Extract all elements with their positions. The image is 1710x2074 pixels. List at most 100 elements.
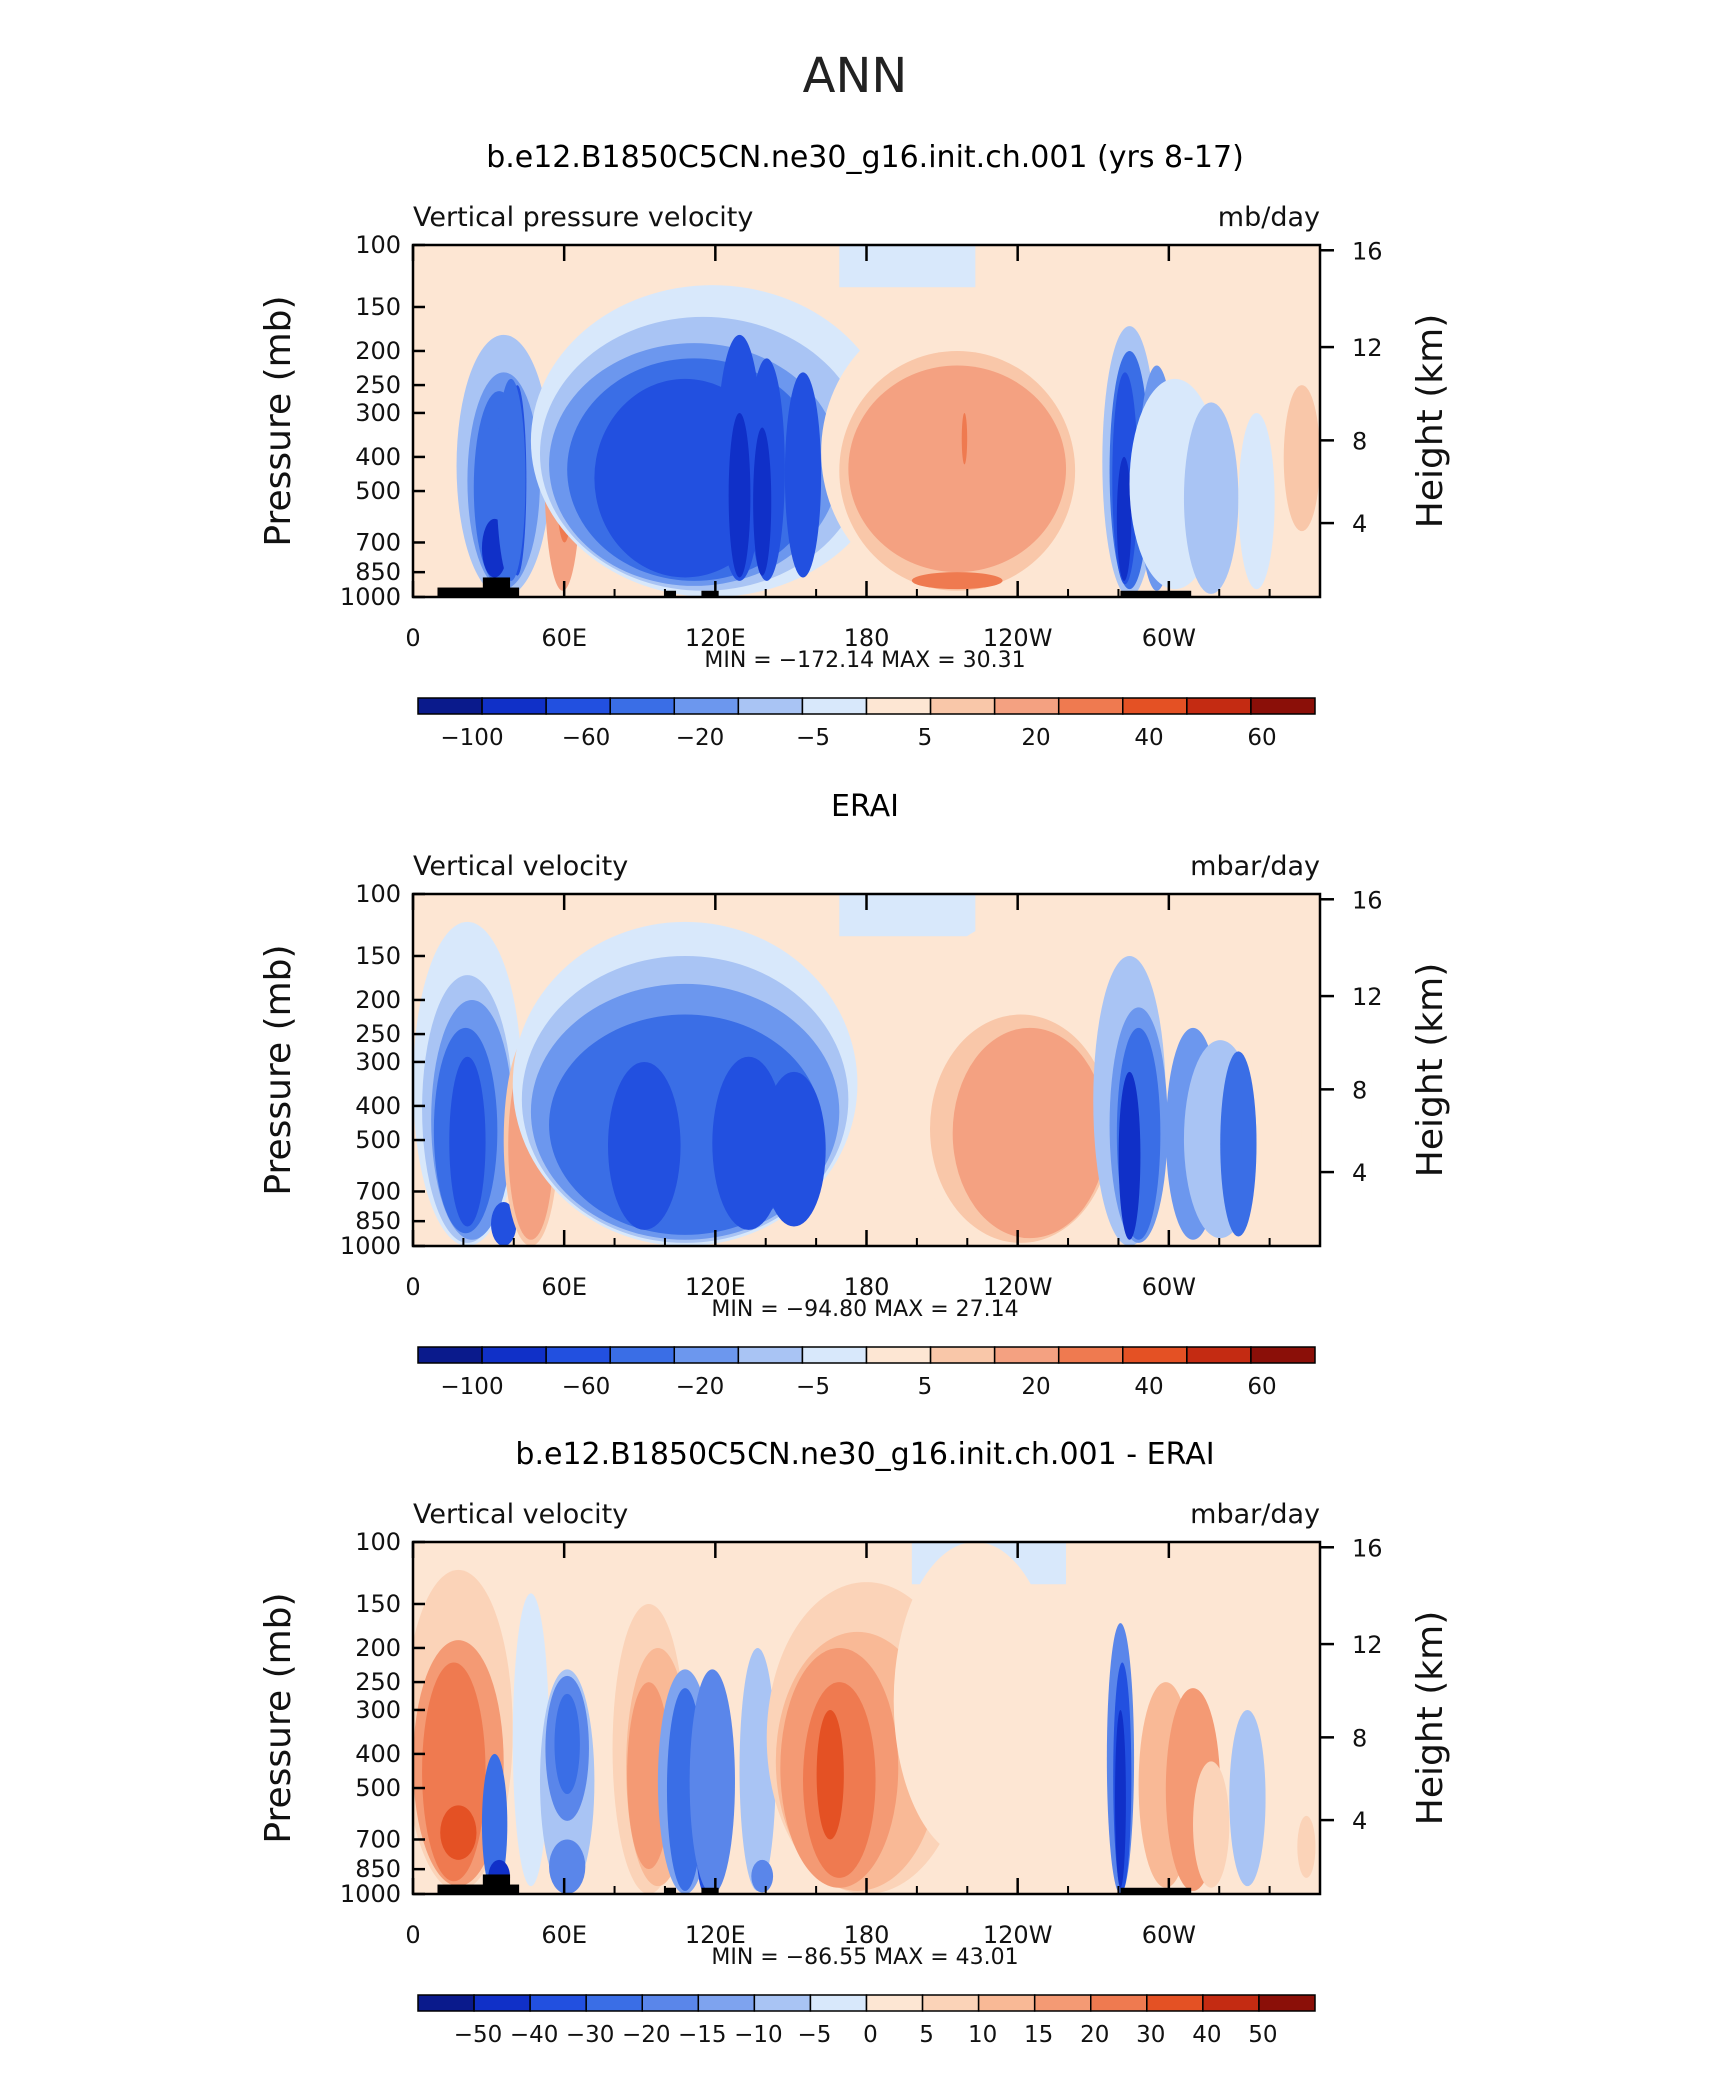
min-max-stats: MIN = −94.80 MAX = 27.14 bbox=[711, 1297, 1018, 1322]
contour-region-31 bbox=[1193, 1761, 1230, 1888]
y2-tick-label: 8 bbox=[1352, 427, 1367, 455]
contour-region-25 bbox=[893, 1542, 1057, 1860]
upper-band bbox=[839, 894, 976, 937]
x-tick-label: 120E bbox=[685, 624, 746, 652]
variable-label: Vertical pressure velocity bbox=[413, 202, 753, 233]
colorbar-label: 10 bbox=[968, 2022, 997, 2048]
y-tick-label: 500 bbox=[355, 477, 401, 505]
topography-block-2 bbox=[665, 590, 677, 597]
colorbar-swatch bbox=[417, 697, 483, 715]
contour-region-12 bbox=[608, 1061, 681, 1230]
y-tick-label: 300 bbox=[355, 399, 401, 427]
colorbar-swatch bbox=[929, 1346, 996, 1364]
x-tick-label: 120W bbox=[983, 1273, 1053, 1301]
y2-tick-label: 4 bbox=[1352, 1807, 1367, 1835]
colorbar-label: −60 bbox=[562, 725, 611, 751]
colorbar-swatch bbox=[481, 697, 547, 715]
contour-region-20 bbox=[848, 365, 1067, 573]
colorbar-label: 20 bbox=[1080, 2022, 1109, 2048]
y-tick-label: 100 bbox=[355, 880, 401, 908]
min-max-stats: MIN = −86.55 MAX = 43.01 bbox=[711, 1945, 1018, 1970]
contour-region-17 bbox=[753, 427, 772, 576]
colorbar-label: 0 bbox=[863, 2022, 878, 2048]
y-tick-label: 1000 bbox=[340, 583, 401, 611]
colorbar-label: −5 bbox=[797, 2022, 831, 2048]
units-label: mbar/day bbox=[1190, 851, 1320, 882]
contour-region-31 bbox=[1283, 385, 1320, 532]
variable-label: Vertical velocity bbox=[413, 1499, 628, 1530]
colorbar-swatch bbox=[1146, 1994, 1204, 2012]
colorbar-swatch bbox=[1122, 1346, 1188, 1364]
contour-region-29 bbox=[1183, 402, 1239, 594]
colorbar-swatch bbox=[993, 1346, 1060, 1364]
x-tick-label: 120E bbox=[685, 1273, 746, 1301]
x-tick-label: 0 bbox=[405, 1273, 420, 1301]
y2-tick-label: 16 bbox=[1352, 886, 1383, 914]
contour-region-30 bbox=[1238, 412, 1275, 590]
colorbar-swatch bbox=[673, 1346, 740, 1364]
contour-region-9 bbox=[554, 1693, 580, 1795]
topography-block-4 bbox=[1120, 1887, 1192, 1894]
y2-tick-label: 4 bbox=[1352, 1159, 1367, 1187]
panel-2: ERAI Vertical velocity mbar/day 0 60E 120E 180… bbox=[258, 789, 1451, 1400]
topography-block-3 bbox=[701, 590, 719, 597]
colorbar-label: 60 bbox=[1247, 725, 1276, 751]
colorbar-swatch bbox=[865, 1994, 924, 2012]
colorbar-swatch bbox=[1250, 1346, 1316, 1364]
colorbar-swatch bbox=[1202, 1994, 1260, 2012]
y2-axis-title: Height (km) bbox=[1410, 963, 1451, 1177]
colorbar-swatch bbox=[473, 1994, 531, 2012]
contour-field bbox=[413, 1542, 1320, 1894]
colorbar-swatch bbox=[1057, 697, 1124, 715]
contour-region-17 bbox=[689, 1669, 735, 1894]
contour-region-17 bbox=[952, 1027, 1107, 1239]
y-axis-title: Pressure (mb) bbox=[258, 295, 299, 546]
colorbar-label: −100 bbox=[440, 725, 503, 751]
colorbar-label: 50 bbox=[1248, 2022, 1277, 2048]
colorbar-swatch bbox=[737, 1346, 804, 1364]
y-tick-label: 400 bbox=[355, 1092, 401, 1120]
upper-band bbox=[839, 245, 976, 288]
colorbar-swatch bbox=[673, 697, 740, 715]
y-tick-label: 100 bbox=[355, 231, 401, 259]
contour-region-14 bbox=[762, 1071, 826, 1227]
colorbar-label: 15 bbox=[1024, 2022, 1053, 2048]
contour-region-4 bbox=[449, 1056, 486, 1227]
colorbar-label: 40 bbox=[1134, 1374, 1163, 1400]
contour-region-26 bbox=[1116, 456, 1132, 581]
y-tick-label: 200 bbox=[355, 986, 401, 1014]
topography-block-0 bbox=[437, 587, 520, 597]
colorbar-label: 60 bbox=[1247, 1374, 1276, 1400]
y2-tick-label: 8 bbox=[1352, 1724, 1367, 1752]
topography-block-4 bbox=[1120, 590, 1192, 597]
y-tick-label: 850 bbox=[355, 558, 401, 586]
x-tick-label: 60W bbox=[1142, 1273, 1196, 1301]
colorbar-label: −100 bbox=[440, 1374, 503, 1400]
colorbar-swatch bbox=[609, 697, 676, 715]
colorbar-label: 20 bbox=[1021, 1374, 1050, 1400]
y-tick-label: 150 bbox=[355, 942, 401, 970]
contour-region-5 bbox=[496, 378, 526, 581]
contour-region-25 bbox=[1265, 1021, 1302, 1243]
colorbar-swatch bbox=[1090, 1994, 1148, 2012]
x-tick-label: 60E bbox=[541, 624, 587, 652]
y2-tick-label: 16 bbox=[1352, 1534, 1383, 1562]
contour-region-15 bbox=[784, 372, 822, 578]
colorbar-swatch bbox=[1250, 697, 1316, 715]
y-tick-label: 200 bbox=[355, 1634, 401, 1662]
colorbar-label: 5 bbox=[918, 725, 933, 751]
colorbar-swatch bbox=[865, 1346, 932, 1364]
x-tick-label: 120W bbox=[983, 624, 1053, 652]
topography-block-2 bbox=[665, 1887, 677, 1894]
y-tick-label: 1000 bbox=[340, 1232, 401, 1260]
y-tick-label: 250 bbox=[355, 371, 401, 399]
topography-block-3 bbox=[701, 1887, 719, 1894]
x-tick-label: 120W bbox=[983, 1921, 1053, 1949]
colorbar-swatch bbox=[641, 1994, 700, 2012]
colorbar-swatch bbox=[609, 1346, 676, 1364]
panel-3: b.e12.B1850C5CN.ne30_g16.init.ch.001 - E… bbox=[258, 1437, 1451, 2048]
contour-region-16 bbox=[728, 412, 751, 578]
y-tick-label: 300 bbox=[355, 1696, 401, 1724]
y-tick-label: 850 bbox=[355, 1207, 401, 1235]
